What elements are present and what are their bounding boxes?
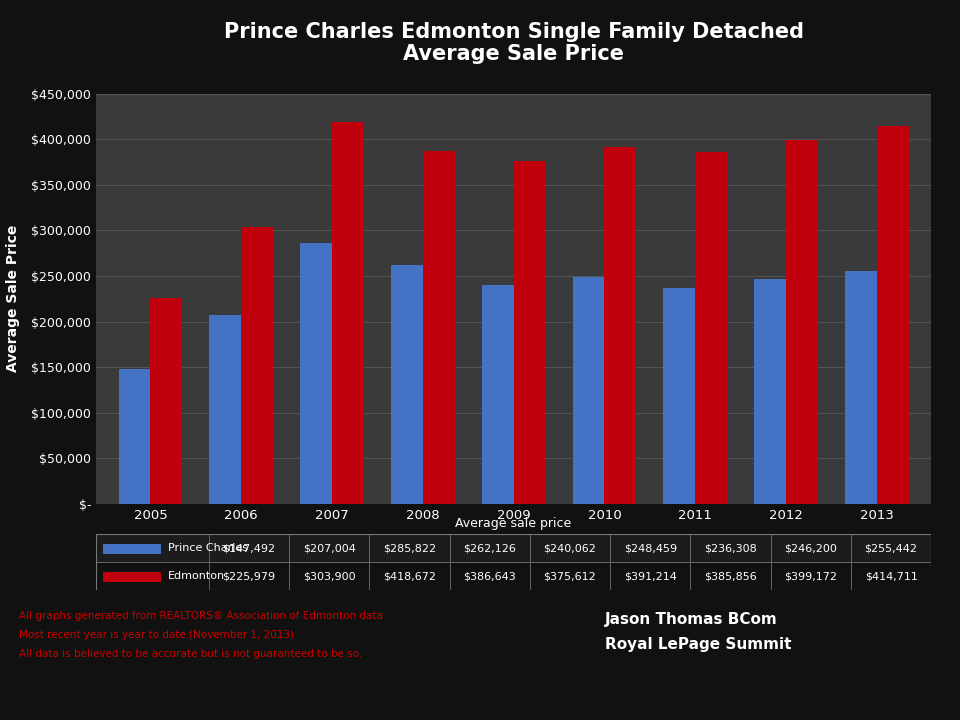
Bar [208,562,289,590]
Bar [845,271,876,504]
Text: $240,062: $240,062 [543,544,596,553]
Bar [572,277,605,504]
Text: $375,612: $375,612 [543,572,596,581]
Bar [449,534,530,562]
Bar [103,544,161,554]
Bar [876,126,908,504]
Bar [611,562,690,590]
Bar [103,572,161,582]
Bar [96,562,931,590]
Text: $399,172: $399,172 [784,572,837,581]
Bar [786,140,818,504]
Bar [530,562,611,590]
Bar [530,534,611,562]
Bar [300,243,332,504]
Text: Prince Charles: Prince Charles [168,544,248,553]
Text: Average sale price: Average sale price [455,517,572,530]
Bar [755,279,786,504]
Text: $418,672: $418,672 [383,572,436,581]
Y-axis label: Average Sale Price: Average Sale Price [6,225,20,372]
Bar [771,562,851,590]
Text: $248,459: $248,459 [624,544,677,553]
Text: $262,126: $262,126 [464,544,516,553]
Bar [289,562,370,590]
Text: $391,214: $391,214 [624,572,677,581]
Text: Average Sale Price: Average Sale Price [403,44,624,64]
Bar [690,562,771,590]
Text: $147,492: $147,492 [223,544,276,553]
Bar [771,534,851,562]
Text: Edmonton: Edmonton [168,572,225,581]
Text: $414,711: $414,711 [865,572,918,581]
Text: $207,004: $207,004 [302,544,355,553]
Text: $225,979: $225,979 [223,572,276,581]
Bar [241,227,273,504]
Bar [289,534,370,562]
Bar [370,534,449,562]
Text: All data is believed to be accurate but is not guaranteed to be so.: All data is believed to be accurate but … [19,649,363,660]
Text: Most recent year is year to date (November 1, 2013): Most recent year is year to date (Novemb… [19,630,294,640]
Bar [119,369,151,504]
Bar [151,298,182,504]
Bar [605,147,636,504]
Bar [209,315,241,504]
Bar [449,562,530,590]
Bar [332,122,364,504]
Bar [391,265,422,504]
Text: $246,200: $246,200 [784,544,837,553]
Bar [611,534,690,562]
Bar [695,152,727,504]
Bar [370,562,449,590]
Bar [208,534,289,562]
Text: $255,442: $255,442 [865,544,918,553]
Bar [851,534,931,562]
Text: $386,643: $386,643 [464,572,516,581]
Text: $285,822: $285,822 [383,544,436,553]
Text: $385,856: $385,856 [704,572,756,581]
Text: All graphs generated from REALTORS® Association of Edmonton data: All graphs generated from REALTORS® Asso… [19,611,383,621]
Text: $236,308: $236,308 [704,544,756,553]
Bar [663,289,695,504]
Text: Prince Charles Edmonton Single Family Detached: Prince Charles Edmonton Single Family De… [224,22,804,42]
Text: Jason Thomas BCom: Jason Thomas BCom [605,612,778,626]
Bar [422,151,455,504]
Bar [851,562,931,590]
Bar [514,161,545,504]
Bar [690,534,771,562]
Bar [96,534,931,562]
Bar [482,285,514,504]
Text: Royal LePage Summit: Royal LePage Summit [605,637,791,652]
Text: $303,900: $303,900 [302,572,355,581]
